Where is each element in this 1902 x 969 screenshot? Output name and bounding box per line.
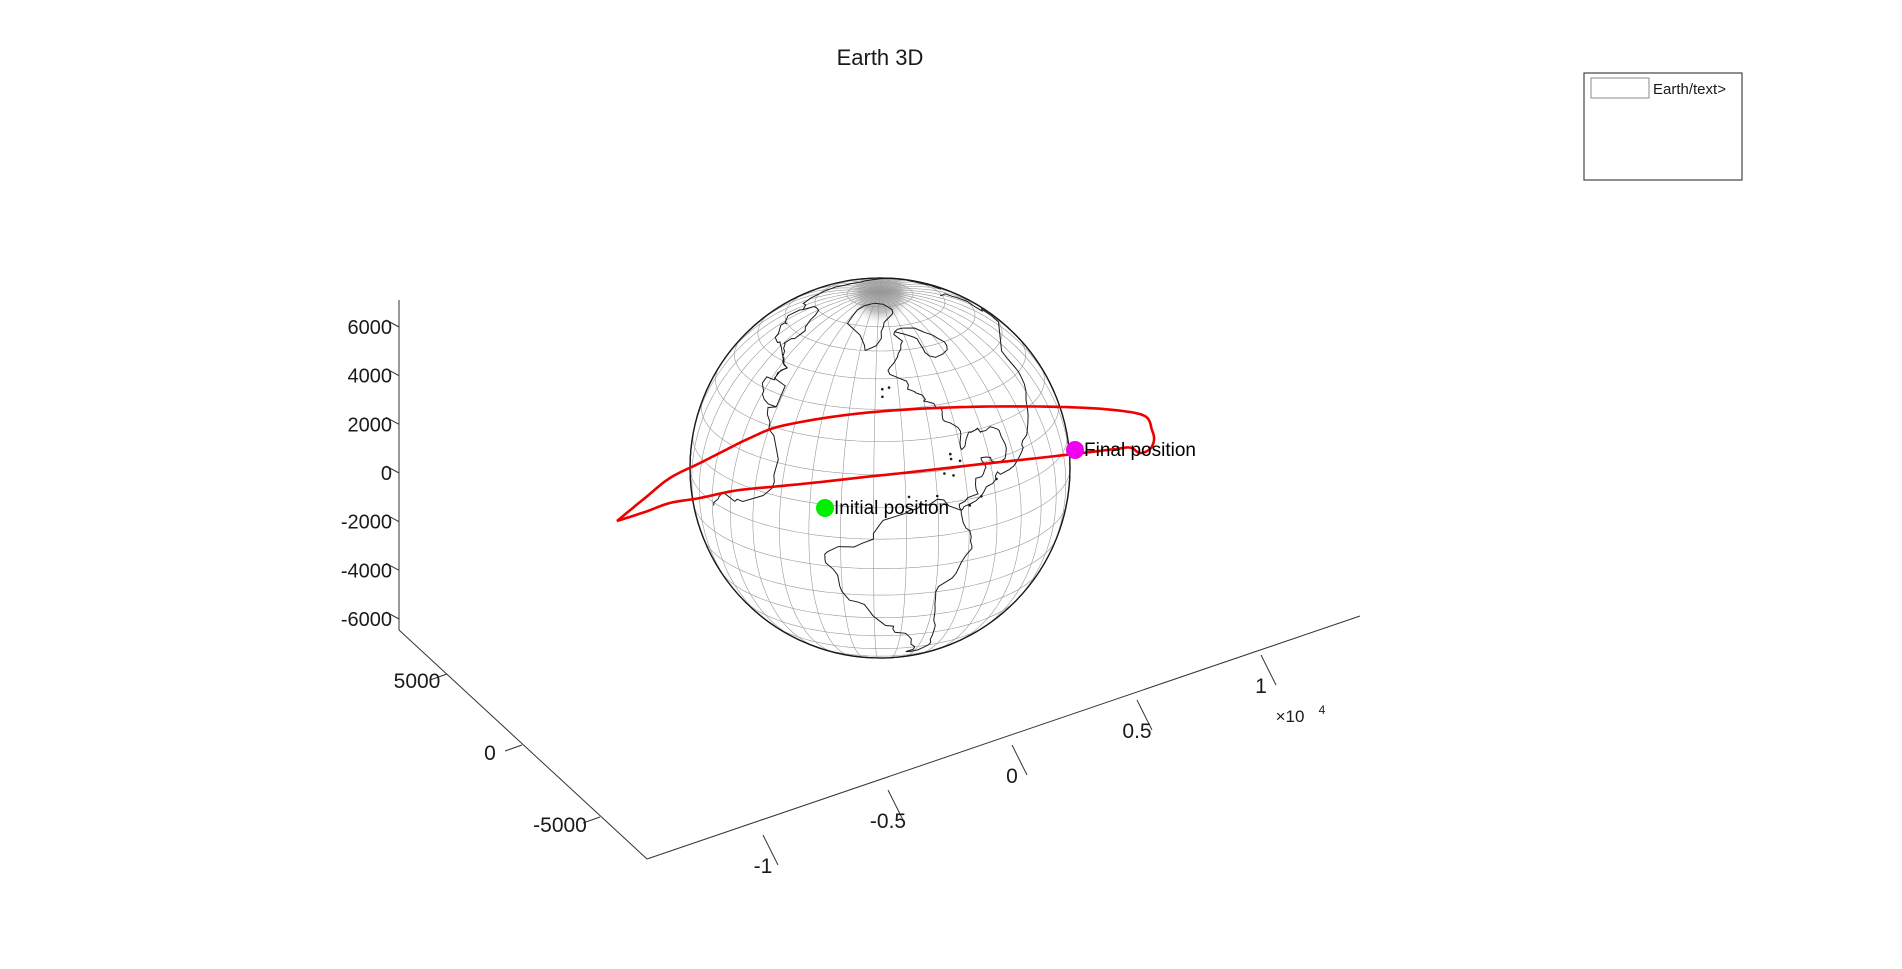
svg-text:0: 0 — [381, 463, 392, 485]
svg-text:-4000: -4000 — [341, 560, 392, 582]
svg-text:5000: 5000 — [394, 670, 441, 693]
svg-text:-1: -1 — [754, 855, 773, 878]
svg-text:-5000: -5000 — [533, 814, 587, 837]
svg-text:Earth/text> Castle: Earth/text> Castle Orbit Initial positio… — [1653, 81, 1726, 98]
svg-text:Initial position: Initial position — [834, 498, 949, 519]
svg-text:0: 0 — [484, 742, 496, 765]
svg-text:0: 0 — [1006, 765, 1018, 788]
svg-text:6000: 6000 — [348, 317, 393, 339]
svg-text:4000: 4000 — [348, 366, 393, 388]
svg-text:Earth 3D: Earth 3D — [837, 45, 924, 70]
svg-text:×10: ×10 — [1276, 707, 1305, 726]
svg-text:0.5: 0.5 — [1122, 720, 1151, 743]
svg-text:2000: 2000 — [348, 414, 393, 436]
svg-text:4: 4 — [1319, 703, 1326, 717]
svg-text:-0.5: -0.5 — [870, 810, 906, 833]
svg-text:1: 1 — [1255, 675, 1267, 698]
svg-text:-6000: -6000 — [341, 609, 392, 631]
svg-text:-2000: -2000 — [341, 512, 392, 534]
svg-text:Final position: Final position — [1084, 440, 1196, 461]
